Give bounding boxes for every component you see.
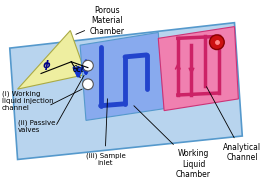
Circle shape bbox=[210, 35, 224, 50]
Circle shape bbox=[83, 79, 93, 90]
Polygon shape bbox=[158, 27, 238, 111]
Text: ϕ: ϕ bbox=[43, 60, 51, 70]
Text: θcℓ: θcℓ bbox=[73, 64, 85, 74]
Polygon shape bbox=[18, 30, 86, 89]
Text: (ii) Passive
valves: (ii) Passive valves bbox=[18, 119, 55, 133]
Text: (i) Working
liquid injection
channel: (i) Working liquid injection channel bbox=[2, 91, 54, 111]
Text: (iii) Sample
inlet: (iii) Sample inlet bbox=[86, 153, 125, 166]
Circle shape bbox=[83, 60, 93, 71]
Text: Porous
Material
Chamber: Porous Material Chamber bbox=[76, 6, 125, 36]
Polygon shape bbox=[80, 33, 164, 120]
Polygon shape bbox=[10, 23, 242, 160]
Text: Working
Liquid
Chamber: Working Liquid Chamber bbox=[134, 106, 211, 179]
Text: Analytical
Channel: Analytical Channel bbox=[206, 87, 261, 162]
